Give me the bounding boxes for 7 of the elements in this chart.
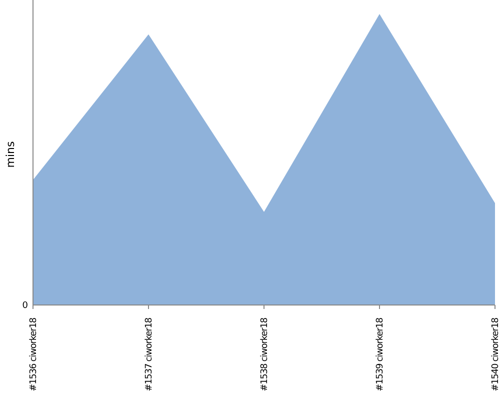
y-axis-title: mins: [4, 141, 17, 168]
x-tick-label: #1539 ciworker18: [376, 317, 386, 392]
text: 0: [22, 301, 28, 311]
x-tick-label: #1538 ciworker18: [260, 317, 270, 392]
x-tick-label: #1540 ciworker18: [491, 317, 500, 392]
x-tick-label: #1536 ciworker18: [29, 317, 39, 392]
x-tick-label: #1537 ciworker18: [144, 317, 154, 392]
